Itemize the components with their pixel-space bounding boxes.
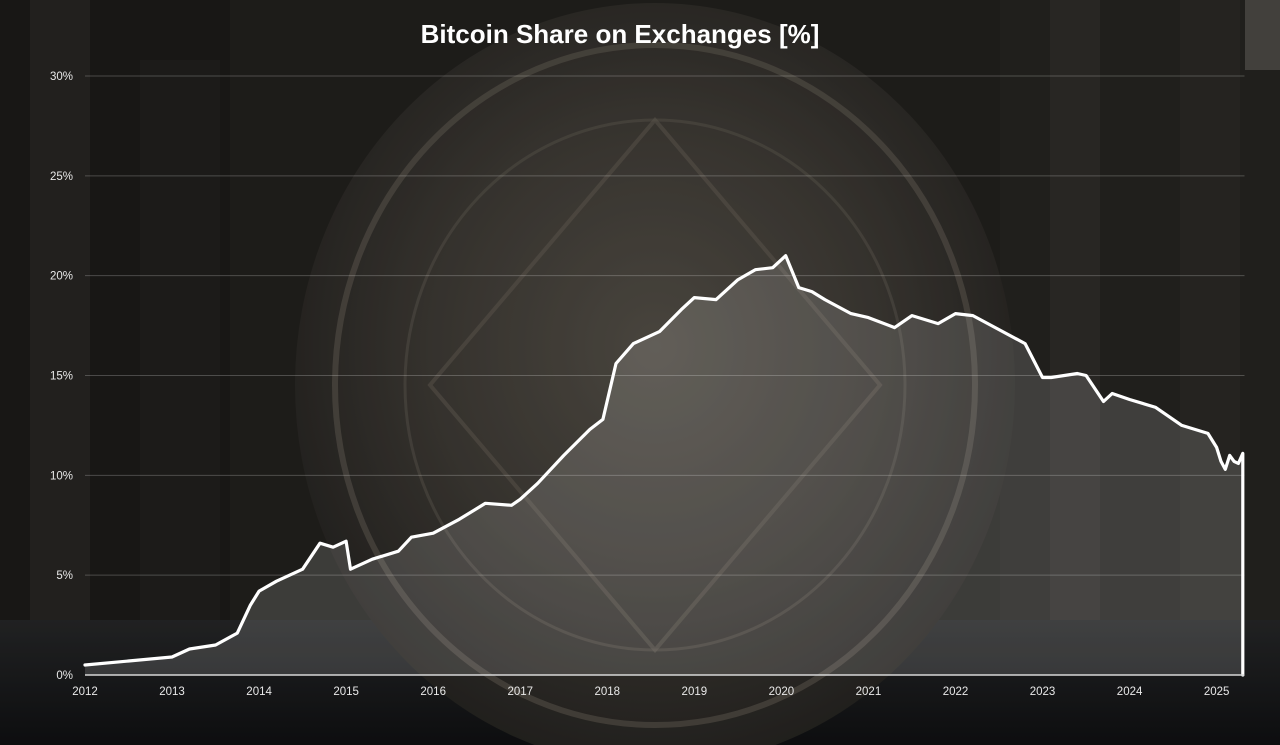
x-tick-label: 2025 [1204,686,1230,698]
x-tick-label: 2022 [943,686,969,698]
y-tick-labels: 0% 5% 10% 15% 20% 25% 30% [50,71,73,682]
y-tick-label: 15% [50,371,73,383]
y-tick-label: 5% [56,570,73,582]
x-tick-label: 2018 [595,686,621,698]
gridlines [85,75,1245,576]
y-tick-label: 10% [50,470,73,482]
y-tick-label: 25% [50,171,73,183]
x-tick-label: 2015 [333,686,359,698]
y-tick-label: 20% [50,271,73,283]
x-tick-label: 2024 [1117,686,1143,698]
x-tick-labels: 2012 2013 2014 2015 2016 2017 2018 2019 2020 2021… [72,686,1229,698]
y-tick-label: 0% [56,670,73,682]
x-tick-label: 2020 [769,686,795,698]
x-tick-label: 2023 [1030,686,1056,698]
x-tick-label: 2017 [507,686,533,698]
x-tick-label: 2012 [72,686,98,698]
series-line [83,254,1245,677]
x-tick-label: 2013 [159,686,185,698]
x-tick-label: 2014 [246,686,272,698]
x-tick-label: 2021 [856,686,882,698]
chart-title: Bitcoin Share on Exchanges [%] [421,19,820,49]
x-tick-label: 2019 [682,686,708,698]
area-fill [85,255,1243,675]
y-tick-label: 30% [50,71,73,83]
x-tick-label: 2016 [420,686,446,698]
